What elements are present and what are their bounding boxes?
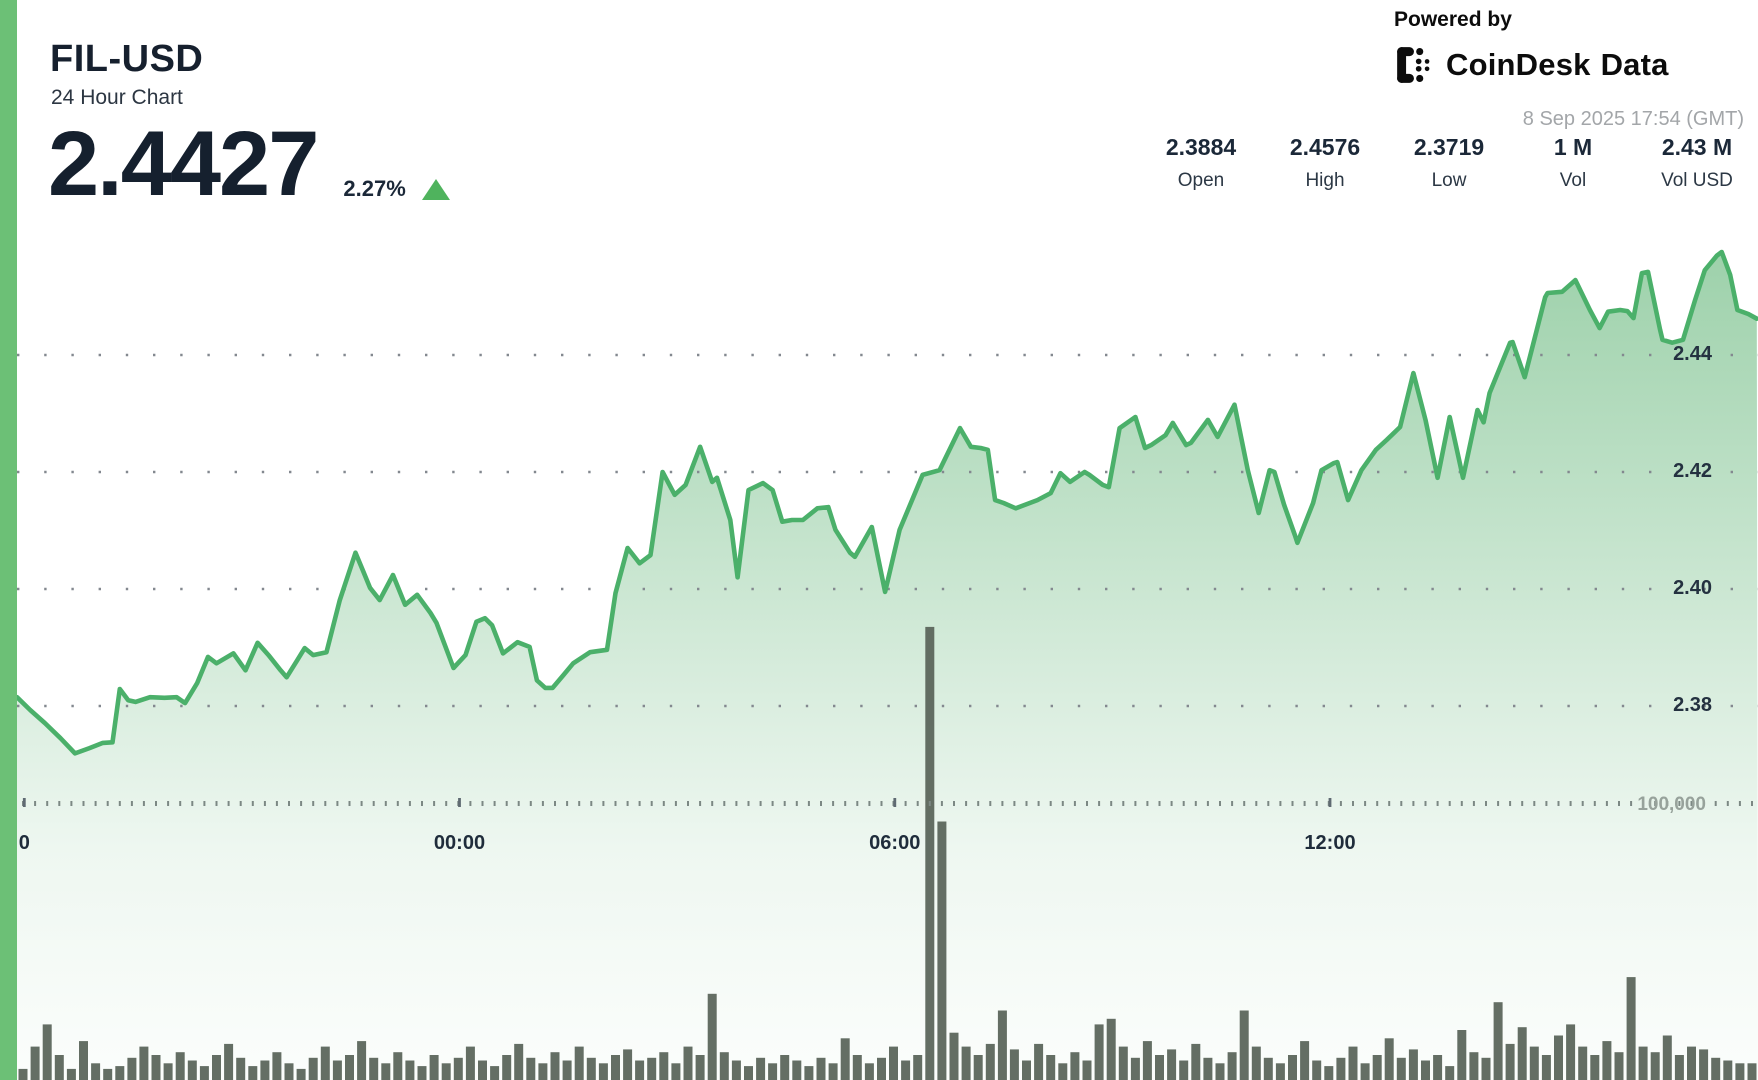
- stat-low: 2.3719 Low: [1413, 134, 1485, 192]
- change-percent: 2.27%: [343, 176, 406, 201]
- stat-vol-value: 1 M: [1553, 134, 1593, 160]
- coindesk-logo-icon: [1397, 47, 1430, 83]
- coindesk-logo[interactable]: CoinDesk Data: [1394, 44, 1742, 86]
- stat-high-value: 2.4576: [1289, 134, 1361, 160]
- symbol-title: FIL-USD: [50, 38, 204, 80]
- stat-open-label: Open: [1177, 170, 1225, 191]
- stat-high-label: High: [1305, 170, 1345, 191]
- timestamp: 8 Sep 2025 17:54 (GMT): [1522, 108, 1744, 130]
- stat-vol-usd: 2.43 M Vol USD: [1661, 134, 1733, 192]
- chart-subtitle: 24 Hour Chart: [51, 86, 183, 109]
- brand-block: Powered by CoinDesk Data: [1394, 8, 1742, 86]
- stat-vol-usd-label: Vol USD: [1661, 170, 1733, 191]
- stat-vol-usd-value: 2.43 M: [1661, 134, 1733, 160]
- stat-vol-label: Vol: [1559, 170, 1587, 191]
- coindesk-logo-text: CoinDesk Data: [1446, 47, 1669, 83]
- powered-by-label: Powered by: [1394, 8, 1512, 31]
- stat-low-label: Low: [1431, 170, 1467, 191]
- last-price: 2.4427: [48, 113, 319, 215]
- stat-low-value: 2.3719: [1413, 134, 1485, 160]
- left-accent-bar: [0, 0, 17, 1080]
- stats-row: 2.3884 Open 2.4576 High 2.3719 Low 1 M V…: [1165, 134, 1733, 192]
- brand-name: CoinDesk: [1446, 47, 1591, 82]
- up-triangle-icon: [421, 179, 450, 200]
- stat-open-value: 2.3884: [1165, 134, 1237, 160]
- stat-vol: 1 M Vol: [1537, 134, 1609, 192]
- stat-high: 2.4576 High: [1289, 134, 1361, 192]
- brand-suffix: Data: [1600, 47, 1669, 82]
- stat-open: 2.3884 Open: [1165, 134, 1237, 192]
- price-row: 2.4427 2.27%: [48, 118, 450, 210]
